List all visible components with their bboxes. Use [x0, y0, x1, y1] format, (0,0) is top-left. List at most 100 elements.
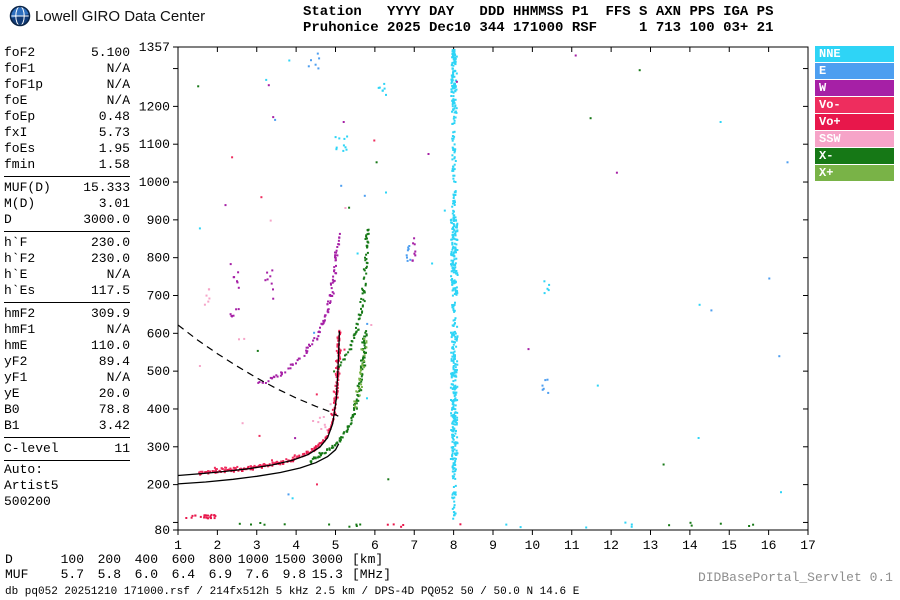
param-section: foF2 5.100 foF1 N/A foF1p N/A foE N/A foEp 0.48 fx…: [4, 44, 130, 174]
row-value: 6.4: [171, 567, 195, 582]
param-row-b0: B0 78.8: [4, 402, 130, 418]
row-unit: [MHz]: [352, 567, 392, 582]
row-value: 15.3: [311, 567, 343, 582]
legend-item-x: X-: [815, 148, 894, 164]
row-label: MUF: [5, 567, 29, 582]
x-tick-label: 15: [721, 538, 737, 553]
x-tick-label: 2: [213, 538, 221, 553]
profile-curve-solid: [178, 443, 340, 485]
param-value: 110.0: [90, 338, 130, 353]
param-value: N/A: [106, 93, 130, 108]
giro-logo: [8, 4, 32, 28]
x-tick-label: 16: [761, 538, 777, 553]
param-label: fmin: [4, 157, 36, 172]
muf-row: MUF 5.7 5.8 6.0 6.4 6.9 7.6 9.8 15.3 [MHz]: [5, 567, 391, 582]
param-value: 3.42: [98, 418, 130, 433]
param-row-fof1: foF1 N/A: [4, 61, 130, 77]
param-section: MUF(D) 15.333 M(D) 3.01 D 3000.0: [4, 176, 130, 229]
row-value: 1500: [274, 552, 306, 567]
station-header-line1: Station YYYY DAY DDD HHMMSS P1 FFS S AXN…: [303, 4, 774, 20]
param-row-md: M(D) 3.01: [4, 196, 130, 212]
row-value: 100: [60, 552, 84, 567]
param-label: h`E: [4, 267, 28, 282]
x-tick-label: 5: [332, 538, 340, 553]
param-label: M(D): [4, 196, 36, 211]
param-row-clevel: C-level 11: [4, 441, 130, 457]
param-label: foF1p: [4, 77, 44, 92]
param-row-hmf2: hmF2 309.9: [4, 306, 130, 322]
param-label: Auto:: [4, 462, 44, 477]
param-row-auto: Auto:: [4, 462, 130, 478]
param-section: C-level 11: [4, 437, 130, 461]
y-tick-label: 1000: [139, 175, 170, 190]
plot-content: [178, 49, 789, 529]
param-row-b1: B1 3.42: [4, 418, 130, 434]
d-muf-table: D 100 200 400 600 800 1000 1500 3000 [km] MUF 5.7 5.…: [5, 552, 391, 582]
param-row-he: h`E N/A: [4, 267, 130, 283]
param-value: 117.5: [90, 283, 130, 298]
param-row-hf: h`F 230.0: [4, 235, 130, 251]
param-label: hmF1: [4, 322, 36, 337]
row-value: 5.8: [97, 567, 121, 582]
param-label: h`F2: [4, 251, 36, 266]
param-row-fxi: fxI 5.73: [4, 125, 130, 141]
param-label: hmF2: [4, 306, 36, 321]
param-row-d: D 3000.0: [4, 212, 130, 228]
param-row-fof2: foF2 5.100: [4, 45, 130, 61]
y-tick-label: 700: [147, 288, 170, 303]
x-tick-label: 12: [603, 538, 619, 553]
param-label: yF1: [4, 370, 28, 385]
param-value: 3000.0: [83, 212, 130, 227]
y-tick-label: 1100: [139, 137, 170, 152]
app-title: Lowell GIRO Data Center: [35, 8, 206, 25]
param-value: 5.100: [90, 45, 130, 60]
plot-frame: [177, 46, 809, 531]
param-label: h`F: [4, 235, 28, 250]
y-tick-label: 80: [154, 523, 170, 538]
param-label: B1: [4, 418, 20, 433]
param-row-yf2: yF2 89.4: [4, 354, 130, 370]
giro-logo-icon: [9, 5, 31, 27]
legend-item-ssw: SSW: [815, 131, 894, 147]
echo-type-legend: NNE E W Vo- Vo+ SSW X- X+: [815, 46, 894, 182]
param-row-fmin: fmin 1.58: [4, 157, 130, 173]
row-value: 400: [134, 552, 158, 567]
param-row-yf1: yF1 N/A: [4, 370, 130, 386]
legend-item-e: E: [815, 63, 894, 79]
x-tick-label: 11: [564, 538, 580, 553]
row-value: 6.0: [134, 567, 158, 582]
param-row-foe: foE N/A: [4, 93, 130, 109]
x-tick-label: 17: [800, 538, 815, 553]
param-label: foF1: [4, 61, 36, 76]
param-label: fxI: [4, 125, 28, 140]
param-row-foep: foEp 0.48: [4, 109, 130, 125]
param-value: 20.0: [98, 386, 130, 401]
y-tick-label: 200: [147, 478, 170, 493]
row-value: 9.8: [282, 567, 306, 582]
x-tick-label: 3: [253, 538, 261, 553]
parameter-panel: foF2 5.100 foF1 N/A foF1p N/A foE N/A foEp 0.48 fx…: [4, 44, 130, 511]
record-info-line: db pq052 20251210 171000.rsf / 214fx512h…: [5, 586, 580, 598]
param-section: Auto: Artist5 500200: [4, 461, 130, 511]
y-tick-label: 400: [147, 402, 170, 417]
param-value: 3.01: [98, 196, 130, 211]
param-label: foEs: [4, 141, 36, 156]
legend-item-vo: Vo-: [815, 97, 894, 113]
x-tick-label: 7: [410, 538, 418, 553]
row-value: 6.9: [208, 567, 232, 582]
param-value: 1.58: [98, 157, 130, 172]
y-tick-label: 1200: [139, 99, 170, 114]
param-value: 11: [114, 441, 130, 456]
row-unit: [km]: [352, 552, 384, 567]
x-tick-label: 13: [643, 538, 659, 553]
row-value: 200: [97, 552, 121, 567]
param-label: D: [4, 212, 12, 227]
param-row-artist5: Artist5: [4, 478, 130, 494]
param-row-fof1p: foF1p N/A: [4, 77, 130, 93]
param-value: N/A: [106, 77, 130, 92]
x-tick-label: 14: [682, 538, 698, 553]
param-section: hmF2 309.9 hmF1 N/A hmE 110.0 yF2 89.4 yF1 N/A yE 2…: [4, 302, 130, 435]
param-value: 15.333: [83, 180, 130, 195]
profile-curve-solid: [178, 331, 341, 477]
param-row-hf2: h`F2 230.0: [4, 251, 130, 267]
